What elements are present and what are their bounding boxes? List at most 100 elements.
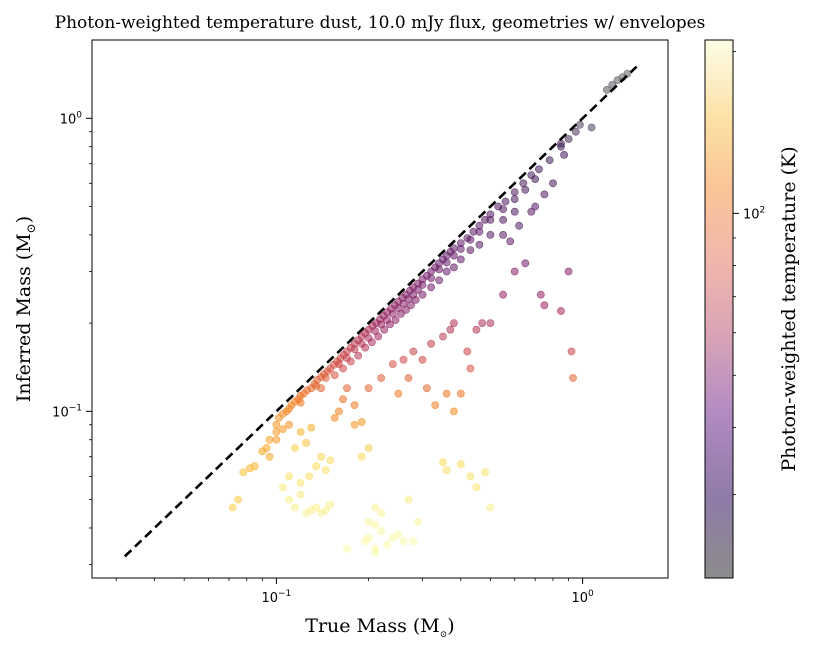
data-point — [406, 301, 415, 310]
data-point — [383, 541, 392, 549]
data-point — [312, 462, 321, 471]
data-point — [442, 267, 451, 276]
data-point — [409, 347, 418, 356]
scatter-points — [228, 69, 632, 557]
data-point — [272, 420, 281, 429]
data-point — [427, 339, 435, 348]
data-point — [449, 263, 458, 272]
data-point — [486, 215, 495, 224]
data-point — [531, 202, 540, 211]
identity-line — [123, 65, 638, 558]
data-point — [321, 466, 330, 475]
data-point — [466, 472, 475, 481]
x-axis-label: True Mass (M⊙) — [305, 615, 454, 640]
data-point — [312, 503, 321, 512]
data-point — [305, 472, 314, 481]
data-point — [564, 135, 573, 143]
data-point — [377, 527, 386, 536]
data-point — [291, 503, 299, 512]
data-point — [296, 398, 305, 407]
data-point — [515, 221, 523, 230]
data-point — [409, 537, 418, 546]
data-point — [350, 345, 359, 354]
data-point — [414, 517, 422, 526]
data-point — [478, 319, 487, 327]
data-point — [499, 290, 507, 299]
data-point — [510, 195, 519, 203]
x-tick-label: 100 — [571, 589, 594, 606]
data-point — [427, 274, 435, 282]
data-point — [265, 452, 274, 461]
colorbar-tick-label: 102 — [743, 205, 765, 222]
data-point — [456, 245, 465, 253]
data-point — [377, 374, 386, 382]
data-point — [394, 530, 403, 539]
data-point — [404, 374, 413, 382]
data-point — [435, 276, 443, 285]
data-point — [466, 235, 475, 244]
data-point — [364, 444, 373, 452]
data-point — [557, 139, 565, 148]
data-point — [228, 503, 237, 512]
data-point — [449, 407, 458, 416]
y-tick-label: 100 — [60, 110, 83, 127]
data-point — [418, 280, 427, 289]
data-point — [521, 259, 530, 268]
data-point — [456, 389, 465, 398]
data-point — [435, 265, 443, 274]
data-point — [540, 190, 549, 199]
data-point — [388, 360, 397, 368]
data-point — [422, 384, 431, 393]
data-point — [339, 395, 347, 404]
data-point — [560, 150, 568, 159]
data-point — [357, 452, 366, 461]
data-point — [291, 444, 299, 452]
data-point — [545, 156, 554, 164]
data-point — [278, 483, 287, 492]
data-point — [540, 301, 549, 310]
data-point — [334, 407, 343, 416]
data-point — [330, 413, 339, 422]
data-point — [427, 283, 435, 292]
data-point — [343, 384, 351, 393]
data-point — [364, 517, 373, 526]
data-point — [449, 244, 458, 253]
y-axis-label: Inferred Mass (M⊙) — [13, 216, 38, 402]
data-point — [239, 468, 248, 477]
data-point — [285, 495, 293, 504]
data-point — [396, 309, 405, 318]
data-point — [569, 374, 577, 382]
data-point — [296, 478, 305, 487]
data-point — [510, 207, 519, 216]
data-point — [364, 384, 373, 393]
data-point — [527, 207, 536, 216]
data-point — [250, 462, 259, 471]
x-axis-ticks: 10−1 100 — [115, 578, 594, 606]
data-point — [364, 534, 373, 542]
data-point — [463, 347, 472, 356]
y-tick-label: 10−1 — [52, 403, 82, 420]
data-point — [234, 495, 242, 504]
data-point — [371, 520, 379, 529]
data-point — [431, 401, 440, 409]
data-point — [475, 240, 484, 249]
data-point — [391, 316, 400, 324]
data-point — [456, 460, 465, 469]
data-point — [439, 458, 447, 467]
data-point — [346, 357, 355, 366]
data-point — [272, 435, 281, 444]
data-point — [486, 319, 495, 327]
data-point — [449, 319, 458, 327]
data-point — [354, 351, 363, 360]
data-point — [475, 227, 484, 236]
data-point — [377, 509, 386, 517]
data-point — [535, 165, 543, 174]
data-point — [449, 251, 458, 260]
data-point — [442, 258, 451, 267]
data-point — [262, 444, 271, 452]
data-point — [307, 423, 316, 432]
data-point — [521, 185, 530, 194]
data-point — [317, 452, 325, 461]
data-point — [278, 425, 287, 433]
